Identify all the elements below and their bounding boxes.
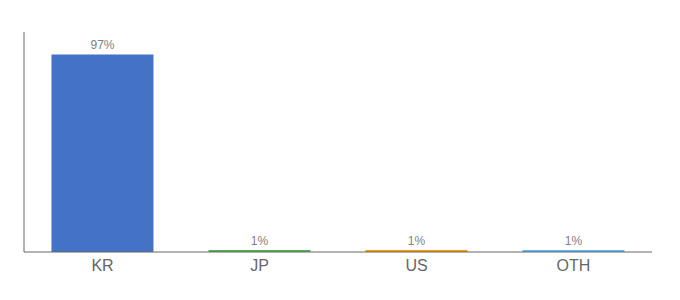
svg-text:JP: JP	[250, 257, 269, 274]
svg-text:1%: 1%	[565, 234, 583, 248]
svg-text:97%: 97%	[90, 38, 114, 52]
svg-text:1%: 1%	[408, 234, 426, 248]
svg-text:US: US	[405, 257, 427, 274]
svg-text:1%: 1%	[251, 234, 269, 248]
svg-text:OTH: OTH	[557, 257, 591, 274]
svg-text:KR: KR	[91, 257, 113, 274]
